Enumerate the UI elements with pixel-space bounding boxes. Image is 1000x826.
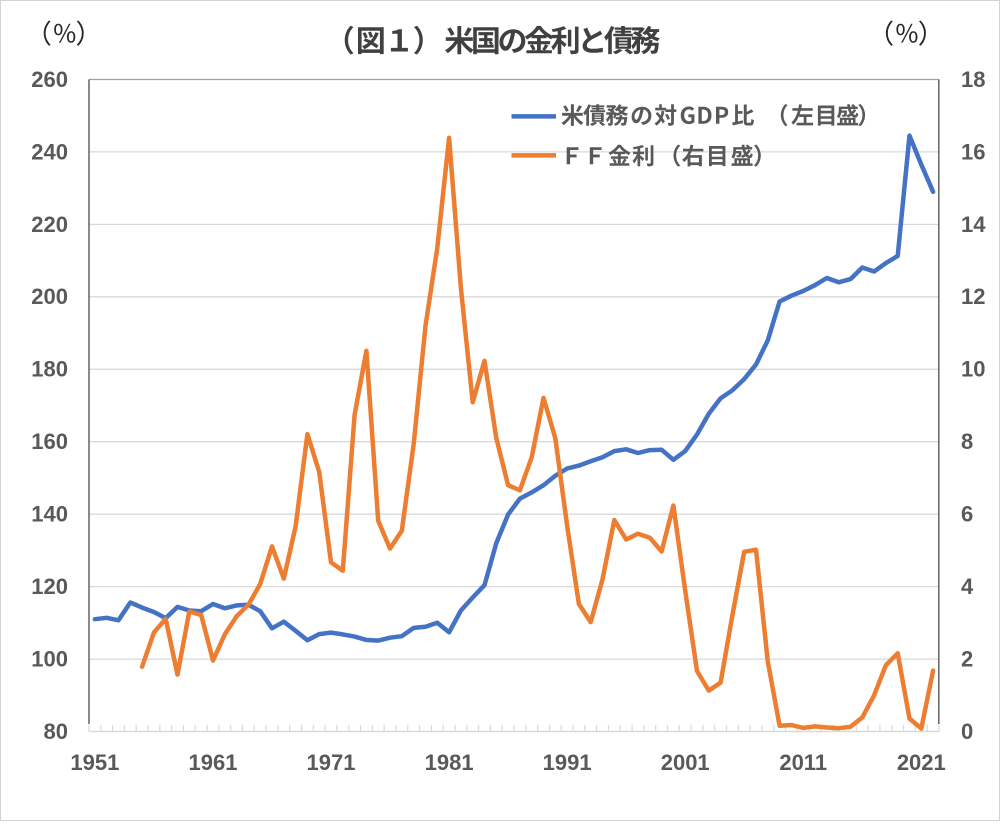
svg-text:220: 220 — [31, 212, 68, 237]
svg-text:1991: 1991 — [543, 750, 592, 775]
svg-text:10: 10 — [961, 357, 985, 382]
svg-text:260: 260 — [31, 67, 68, 92]
svg-text:180: 180 — [31, 357, 68, 382]
svg-text:4: 4 — [961, 574, 974, 599]
svg-text:2: 2 — [961, 647, 973, 672]
svg-text:14: 14 — [961, 212, 986, 237]
svg-text:12: 12 — [961, 284, 985, 309]
svg-text:160: 160 — [31, 429, 68, 454]
svg-text:1961: 1961 — [189, 750, 238, 775]
svg-text:240: 240 — [31, 139, 68, 164]
svg-text:200: 200 — [31, 284, 68, 309]
svg-text:1971: 1971 — [307, 750, 356, 775]
svg-text:1951: 1951 — [70, 750, 119, 775]
svg-text:6: 6 — [961, 502, 973, 527]
svg-text:0: 0 — [961, 719, 973, 744]
svg-text:2001: 2001 — [661, 750, 710, 775]
svg-text:18: 18 — [961, 67, 985, 92]
svg-text:16: 16 — [961, 139, 985, 164]
svg-text:100: 100 — [31, 647, 68, 672]
svg-text:80: 80 — [44, 719, 68, 744]
svg-text:2021: 2021 — [897, 750, 946, 775]
svg-text:140: 140 — [31, 502, 68, 527]
svg-text:120: 120 — [31, 574, 68, 599]
svg-text:1981: 1981 — [425, 750, 474, 775]
svg-text:2011: 2011 — [779, 750, 827, 775]
svg-text:8: 8 — [961, 429, 973, 454]
